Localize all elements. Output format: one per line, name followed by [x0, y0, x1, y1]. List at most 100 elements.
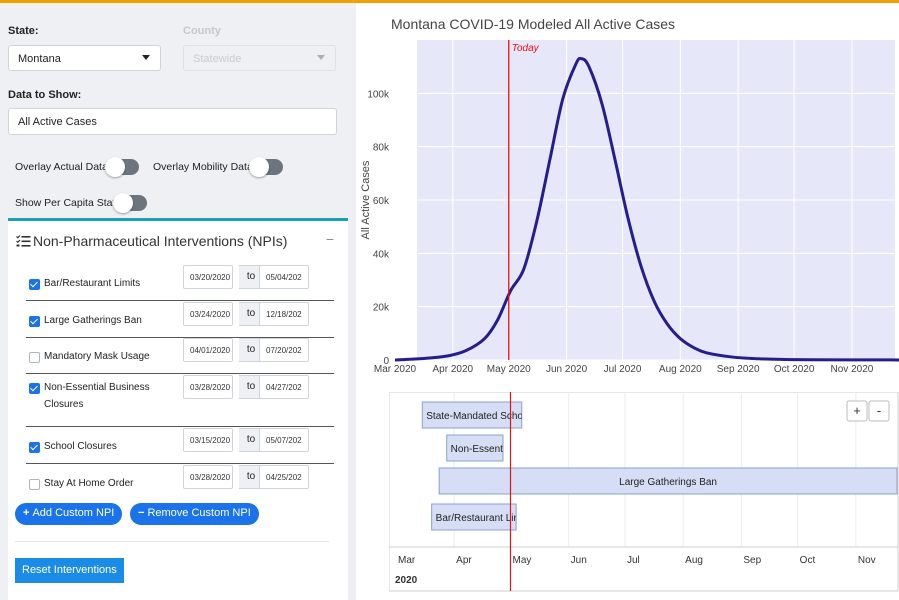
- x-tick-label: Apr 2020: [433, 364, 474, 375]
- row-divider: [26, 463, 334, 464]
- list-check-icon: [16, 235, 31, 247]
- data-to-show-label: Data to Show:: [8, 89, 82, 101]
- timeline-bar-rect: [438, 467, 898, 495]
- npi-start-date[interactable]: 03/20/2020: [183, 265, 233, 289]
- timeline-tick-label: Aug: [685, 555, 703, 566]
- npi-end-date[interactable]: 12/18/202: [259, 302, 309, 326]
- x-tick-label: Jun 2020: [546, 364, 588, 375]
- county-select[interactable]: Statewide: [183, 45, 336, 71]
- toggle-knob: [249, 157, 269, 177]
- x-tick-label: May 2020: [487, 364, 531, 375]
- npi-end-date[interactable]: 04/25/202: [259, 465, 309, 489]
- npi-title-text: Non-Pharmaceutical Interventions (NPIs): [33, 233, 288, 249]
- x-tick-label: Aug 2020: [659, 364, 702, 375]
- zoom-out-label: -: [877, 403, 881, 418]
- state-select-value: Montana: [18, 53, 61, 65]
- npi-timeline-chart[interactable]: State-Mandated Schoo Non-Essenti Large Gat…: [389, 392, 899, 592]
- timeline-tick-label: Jun: [571, 555, 587, 566]
- timeline-bar[interactable]: State-Mandated Schoo: [421, 401, 529, 429]
- npi-end-date[interactable]: 05/04/202: [259, 265, 309, 289]
- data-to-show-select[interactable]: All Active Cases: [8, 108, 337, 135]
- npi-start-date[interactable]: 04/01/2020: [183, 338, 233, 362]
- chevron-down-icon: [317, 55, 325, 60]
- zoom-in-button[interactable]: +: [846, 400, 868, 422]
- state-select[interactable]: Montana: [8, 45, 161, 71]
- reset-interventions-button[interactable]: Reset Interventions: [15, 558, 124, 583]
- x-tick-label: Jul 2020: [604, 364, 642, 375]
- npi-end-date[interactable]: 04/27/202: [259, 375, 309, 399]
- county-label: County: [183, 25, 221, 37]
- npi-name: Bar/Restaurant Limits: [44, 278, 141, 289]
- timeline-tick-label: Nov: [858, 555, 876, 566]
- plus-icon: +: [23, 507, 30, 519]
- per-capita-toggle[interactable]: [113, 193, 147, 213]
- npi-row: Non-Essential Business Closures 03/28/202…: [16, 375, 334, 427]
- minimize-button[interactable]: −: [325, 231, 334, 247]
- npi-checkbox[interactable]: [29, 279, 40, 290]
- npi-row: Stay At Home Order 03/28/2020 to 04/25/202: [16, 465, 334, 501]
- timeline-tick-label: Sep: [743, 555, 761, 566]
- series-line: [394, 56, 899, 362]
- npi-name: School Closures: [44, 441, 117, 452]
- y-tick-label: 0: [383, 356, 389, 367]
- y-tick-label: 40k: [373, 249, 390, 260]
- top-accent-line: [0, 0, 899, 3]
- y-tick-label: 20k: [373, 303, 390, 314]
- npi-checkbox[interactable]: [29, 479, 40, 490]
- overlay-mobility-toggle[interactable]: [249, 157, 283, 177]
- npi-card-title: Non-Pharmaceutical Interventions (NPIs): [16, 233, 287, 249]
- timeline-bar-label: State-Mandated Schoo: [426, 411, 529, 422]
- divider: [15, 541, 329, 542]
- npi-end-date[interactable]: 05/07/202: [259, 428, 309, 452]
- y-axis-label: All Active Cases: [360, 160, 372, 239]
- minus-icon: −: [138, 507, 145, 519]
- npi-checkbox[interactable]: [29, 316, 40, 327]
- timeline-tick-label: Oct: [800, 555, 816, 566]
- overlay-mobility-label: Overlay Mobility Data: [153, 161, 253, 173]
- npi-start-date[interactable]: 03/28/2020: [183, 375, 233, 399]
- timeline-bar-label: Non-Essenti: [451, 444, 505, 455]
- npi-start-date[interactable]: 03/28/2020: [183, 465, 233, 489]
- npi-checkbox[interactable]: [29, 352, 40, 363]
- row-divider: [26, 337, 334, 338]
- overlay-actual-toggle[interactable]: [105, 157, 139, 177]
- active-cases-chart[interactable]: Montana COVID-19 Modeled All Active Case…: [359, 10, 899, 390]
- npi-start-date[interactable]: 03/15/2020: [183, 428, 233, 452]
- remove-custom-npi-label: Remove Custom NPI: [147, 507, 251, 519]
- timeline-bar-rect: [431, 503, 517, 531]
- state-label: State:: [8, 25, 39, 37]
- timeline-bar[interactable]: Bar/Restaurant Lin: [431, 503, 519, 531]
- row-divider: [26, 373, 334, 374]
- npi-name: Non-Essential Business Closures: [44, 382, 150, 410]
- npi-checkbox[interactable]: [29, 383, 40, 394]
- timeline-tick-label: Apr: [456, 555, 472, 566]
- npi-name: Large Gatherings Ban: [44, 315, 142, 326]
- timeline-bar[interactable]: Large Gatherings Ban: [438, 467, 898, 495]
- timeline-bar[interactable]: Non-Essenti: [446, 434, 505, 462]
- y-tick-label: 100k: [367, 89, 390, 100]
- per-capita-label: Show Per Capita Stats: [15, 197, 121, 209]
- timeline-bar-rect: [421, 401, 523, 429]
- npi-card: Non-Pharmaceutical Interventions (NPIs) …: [8, 218, 348, 600]
- timeline-tick-label: Jul: [627, 555, 640, 566]
- overlay-actual-label: Overlay Actual Data: [15, 161, 108, 173]
- row-divider: [26, 426, 334, 427]
- add-custom-npi-button[interactable]: + Add Custom NPI: [15, 503, 123, 525]
- npi-checkbox[interactable]: [29, 442, 40, 453]
- county-select-value: Statewide: [193, 53, 242, 65]
- npi-row: Mandatory Mask Usage 04/01/2020 to 07/20/20…: [16, 338, 334, 374]
- today-label: Today: [512, 43, 540, 54]
- x-tick-label: Nov 2020: [831, 364, 874, 375]
- row-divider: [26, 300, 334, 301]
- timeline-bar-label: Bar/Restaurant Lin: [436, 513, 519, 524]
- remove-custom-npi-button[interactable]: − Remove Custom NPI: [130, 503, 259, 525]
- x-tick-label: Mar 2020: [374, 364, 417, 375]
- npi-start-date[interactable]: 03/24/2020: [183, 302, 233, 326]
- timeline-year-label: 2020: [395, 575, 418, 586]
- toggle-knob: [105, 157, 125, 177]
- npi-end-date[interactable]: 07/20/202: [259, 338, 309, 362]
- add-custom-npi-label: Add Custom NPI: [32, 507, 115, 519]
- zoom-out-button[interactable]: -: [868, 400, 890, 422]
- y-tick-label: 60k: [373, 196, 390, 207]
- toggle-knob: [113, 193, 133, 213]
